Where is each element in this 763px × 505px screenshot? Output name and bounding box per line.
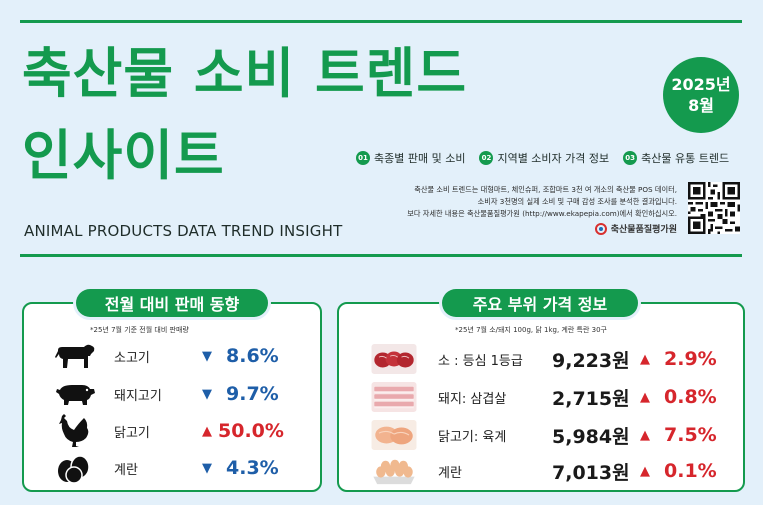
up-arrow-icon: ▲ (202, 423, 212, 439)
topic-number: 03 (623, 151, 638, 165)
bottom-rule (20, 254, 742, 257)
topic-number: 01 (356, 151, 370, 165)
price-row-chicken: 닭고기: 육계 5,984원 ▲ 7.5% (370, 418, 730, 452)
sales-change-value: 9.7% (226, 383, 279, 405)
price-value: 2,715원 (552, 387, 630, 410)
sales-change: ▼ 8.6% (202, 345, 279, 367)
topic-label: 지역별 소비자 가격 정보 (497, 152, 610, 165)
price-change: ▲ 0.1% (640, 460, 717, 482)
pig-icon (56, 385, 95, 405)
price-value: 7,013원 (552, 461, 630, 484)
page-title-line1: 축산물 소비 트렌드 (22, 42, 468, 105)
sales-label: 돼지고기 (114, 388, 162, 404)
org-name: 축산물품질평가원 (610, 225, 677, 235)
topic-item: 01 축종별 판매 및 소비 (356, 150, 465, 166)
org-credit: 축산물품질평가원 (594, 222, 677, 235)
description: 축산물 소비 트렌드는 대형마트, 체인슈퍼, 조합마트 3천 여 개소의 축산… (407, 184, 677, 220)
price-panel-title: 주요 부위 가격 정보 (442, 289, 638, 317)
price-change: ▲ 7.5% (640, 424, 717, 446)
sales-label: 계란 (114, 462, 138, 478)
sales-row-pork: 돼지고기 ▼ 9.7% (54, 378, 279, 410)
price-row-beef: 소 : 등심 1등급 9,223원 ▲ 2.9% (370, 342, 730, 376)
price-change-value: 0.1% (664, 460, 717, 482)
price-change: ▲ 0.8% (640, 386, 717, 408)
up-arrow-icon: ▲ (640, 427, 650, 443)
topic-number: 02 (479, 151, 494, 165)
sales-label: 닭고기 (114, 425, 150, 441)
topic-item: 03 축산물 유통 트렌드 (623, 150, 729, 166)
price-label: 계란 (438, 465, 462, 481)
down-arrow-icon: ▼ (202, 460, 212, 476)
sales-row-beef: 소고기 ▼ 8.6% (54, 340, 279, 372)
description-line: 보다 자세한 내용은 축산물품질평가원 (http://www.ekapepia… (407, 209, 677, 218)
price-label: 소 : 등심 1등급 (438, 353, 523, 369)
date-month: 8월 (688, 96, 714, 115)
price-label: 돼지: 삼겹살 (438, 391, 507, 407)
price-value: 5,984원 (552, 425, 630, 448)
up-arrow-icon: ▲ (640, 389, 650, 405)
sales-change-value: 8.6% (226, 345, 279, 367)
topic-list: 01 축종별 판매 및 소비 02 지역별 소비자 가격 정보 03 축산물 유… (356, 150, 729, 166)
pork-belly-icon (371, 382, 417, 412)
cow-icon (55, 344, 95, 368)
sales-label: 소고기 (114, 350, 150, 366)
price-label: 닭고기: 육계 (438, 429, 507, 445)
up-arrow-icon: ▲ (640, 351, 650, 367)
egg-icon (58, 455, 90, 483)
price-change-value: 2.9% (664, 348, 717, 370)
chicken-icon (59, 414, 89, 447)
top-rule (20, 20, 742, 23)
description-line: 소비자 3천명의 실제 소비 및 구매 감성 조사를 분석한 결과입니다. (477, 197, 677, 206)
sales-change: ▲ 50.0% (202, 420, 284, 442)
page-title-line2: 인사이트 (22, 124, 225, 187)
qr-code-icon[interactable] (688, 182, 740, 234)
price-value: 9,223원 (552, 349, 630, 372)
sales-row-egg: 계란 ▼ 4.3% (54, 452, 279, 484)
price-row-egg: 계란 7,013원 ▲ 0.1% (370, 454, 730, 488)
org-logo-icon (594, 222, 607, 235)
date-badge: 2025년 8월 (663, 57, 739, 133)
down-arrow-icon: ▼ (202, 348, 212, 364)
sales-panel-title: 전월 대비 판매 동향 (76, 289, 268, 317)
price-panel-note: *25년 7월 소/돼지 100g, 닭 1kg, 계란 특란 30구 (455, 326, 607, 334)
description-line: 축산물 소비 트렌드는 대형마트, 체인슈퍼, 조합마트 3천 여 개소의 축산… (414, 185, 677, 194)
topic-label: 축산물 유통 트렌드 (641, 152, 730, 165)
sales-change-value: 4.3% (226, 457, 279, 479)
beef-sirloin-icon (371, 344, 417, 374)
price-change: ▲ 2.9% (640, 348, 717, 370)
chicken-meat-icon (371, 420, 417, 450)
down-arrow-icon: ▼ (202, 386, 212, 402)
price-change-value: 7.5% (664, 424, 717, 446)
date-year: 2025년 (671, 75, 731, 94)
sales-row-chicken: 닭고기 ▲ 50.0% (54, 414, 284, 448)
sales-panel-note: *25년 7월 기준 전월 대비 판매량 (90, 326, 189, 334)
sales-change: ▼ 4.3% (202, 457, 279, 479)
up-arrow-icon: ▲ (640, 463, 650, 479)
sales-change-value: 50.0% (218, 420, 284, 442)
price-change-value: 0.8% (664, 386, 717, 408)
eggs-tray-icon (373, 459, 415, 485)
topic-label: 축종별 판매 및 소비 (374, 152, 466, 165)
price-row-pork: 돼지: 삼겹살 2,715원 ▲ 0.8% (370, 380, 730, 414)
topic-item: 02 지역별 소비자 가격 정보 (479, 150, 609, 166)
english-subtitle: ANIMAL PRODUCTS DATA TREND INSIGHT (24, 222, 343, 240)
sales-change: ▼ 9.7% (202, 383, 279, 405)
